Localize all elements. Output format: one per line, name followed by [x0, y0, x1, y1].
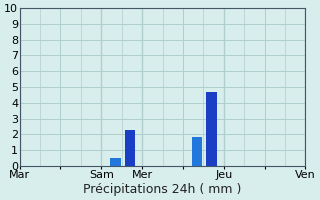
Bar	[192, 137, 202, 166]
Bar	[206, 92, 217, 166]
Bar	[125, 130, 135, 166]
X-axis label: Précipitations 24h ( mm ): Précipitations 24h ( mm )	[83, 183, 242, 196]
Bar	[110, 158, 121, 166]
